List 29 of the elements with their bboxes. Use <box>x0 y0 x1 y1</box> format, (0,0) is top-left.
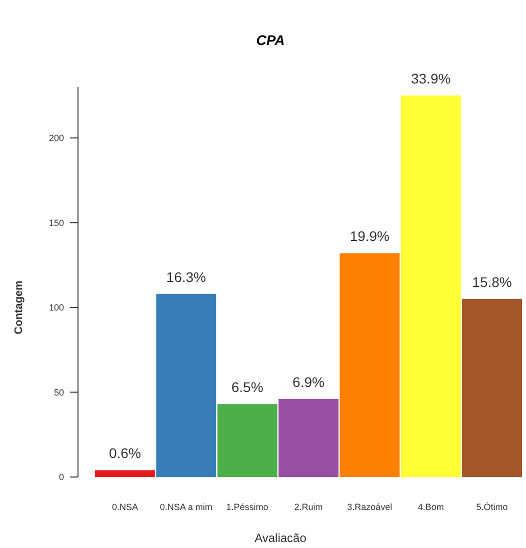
x-tick-label: 1.Péssimo <box>226 502 268 512</box>
bar <box>95 470 155 477</box>
x-tick-label: 0.NSA a mim <box>160 502 212 512</box>
y-tick-label: 50 <box>54 387 64 398</box>
x-tick-label: 4.Bom <box>418 502 444 512</box>
annotation: 16.3% <box>166 268 206 285</box>
bar <box>400 95 461 477</box>
x-tick-label: 3.Razoável <box>347 502 392 512</box>
x-tick-label: 0.NSA <box>112 502 138 512</box>
y-tick-label: 200 <box>48 133 64 144</box>
annotation: 0.6% <box>109 445 141 462</box>
annotation: 15.8% <box>472 274 512 290</box>
bar <box>340 253 400 477</box>
bar <box>156 294 216 477</box>
chart-title: CPA <box>256 32 285 48</box>
bar <box>462 298 522 477</box>
y-tick-label: 150 <box>48 218 64 228</box>
y-tick-label: 0 <box>58 472 64 482</box>
bar <box>217 404 278 477</box>
annotation: 19.9% <box>350 228 390 244</box>
annotation: 6.9% <box>292 374 324 390</box>
bar <box>278 399 338 477</box>
annotation: 33.9% <box>411 70 451 86</box>
y-tick-label: 100 <box>48 302 64 313</box>
x-tick-label: 5.Ótimo <box>476 502 508 512</box>
x-tick-label: 2.Ruim <box>294 502 323 512</box>
annotation: 6.5% <box>231 379 264 396</box>
y-axis-title: Contagem <box>13 280 25 334</box>
x-axis-title: Avaliacão <box>254 531 307 545</box>
